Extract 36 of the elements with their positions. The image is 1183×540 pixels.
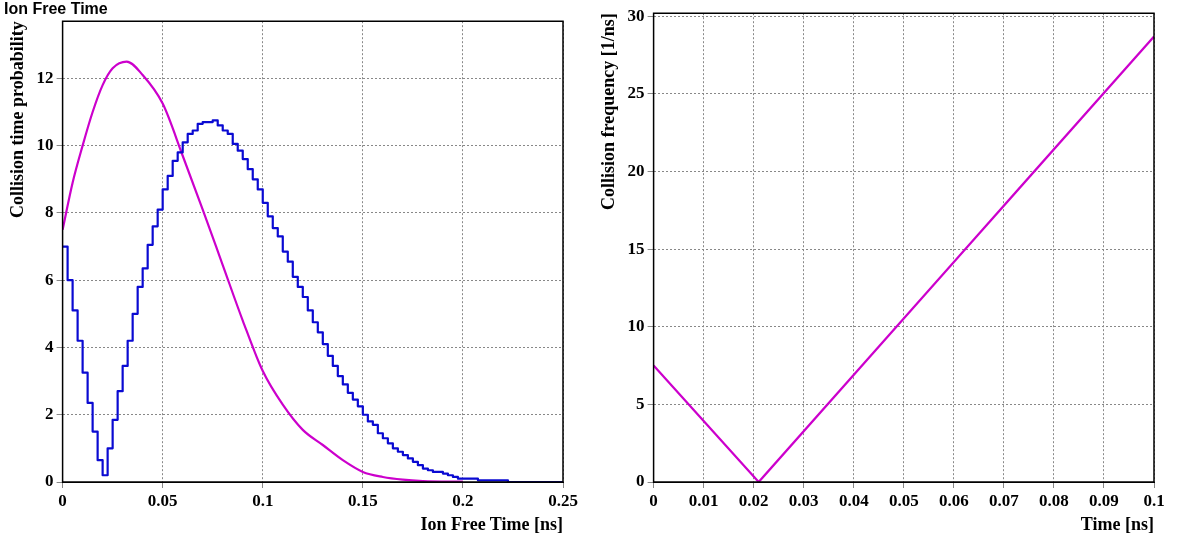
x-tick-label: 0.15 — [347, 490, 378, 510]
y-tick-label: 25 — [627, 83, 645, 103]
x-tick-label: 0.1 — [1143, 490, 1165, 510]
y-axis-title: Collision frequency [1/ns] — [598, 13, 619, 210]
x-tick-label: 0.02 — [738, 490, 769, 510]
y-tick-label: 2 — [45, 404, 54, 424]
x-tick-label: 0 — [58, 490, 67, 510]
x-tick-label: 0.2 — [452, 490, 474, 510]
x-tick-label: 0.06 — [938, 490, 969, 510]
y-tick-label: 20 — [627, 160, 645, 180]
y-axis-title: Collision time probability — [7, 21, 28, 218]
y-tick-label: 10 — [36, 135, 54, 155]
x-axis-title: Time [ns] — [1080, 513, 1154, 534]
x-tick-label: 0.05 — [888, 490, 919, 510]
y-tick-label: 30 — [627, 5, 645, 25]
x-tick-label: 0.01 — [688, 490, 719, 510]
y-tick-label: 0 — [45, 471, 54, 491]
y-tick-label: 5 — [636, 393, 645, 413]
y-tick-label: 6 — [45, 269, 54, 289]
x-tick-label: 0.03 — [788, 490, 819, 510]
y-tick-label: 12 — [36, 67, 54, 87]
x-tick-label: 0.04 — [838, 490, 870, 510]
x-tick-label: 0.08 — [1039, 490, 1069, 510]
x-tick-label: 0.05 — [147, 490, 178, 510]
x-tick-label: 0.09 — [1089, 490, 1119, 510]
chart-title: Ion Free Time — [4, 0, 108, 18]
x-tick-label: 0 — [649, 490, 658, 510]
y-tick-label: 15 — [627, 238, 645, 258]
x-tick-label: 0.25 — [548, 490, 578, 510]
y-tick-label: 10 — [627, 316, 645, 336]
x-tick-label: 0.1 — [252, 490, 274, 510]
x-tick-label: 0.07 — [989, 490, 1020, 510]
y-tick-label: 8 — [45, 202, 54, 222]
x-axis-title: Ion Free Time [ns] — [420, 513, 563, 534]
y-tick-label: 0 — [636, 471, 645, 491]
y-tick-label: 4 — [45, 336, 55, 356]
